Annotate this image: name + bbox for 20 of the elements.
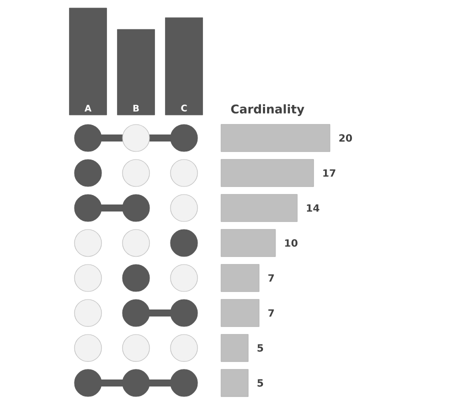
bar: [220, 299, 260, 327]
data-label: 5: [258, 344, 264, 352]
chart-title: Cardinality: [231, 104, 304, 116]
data-label: 5: [258, 379, 264, 387]
data-label: 17: [323, 169, 336, 177]
data-label: 20: [339, 134, 352, 142]
data-label: 7: [268, 309, 274, 317]
bar: [220, 159, 314, 187]
bar: [220, 229, 276, 257]
data-label: 10: [285, 239, 298, 247]
data-label: 14: [306, 204, 320, 212]
x-tick-label: A: [84, 104, 92, 112]
bar: [220, 124, 330, 152]
bar: [220, 194, 298, 222]
bar: [220, 264, 260, 292]
data-label: 7: [268, 274, 274, 282]
x-tick-label: B: [133, 104, 139, 112]
bar: [220, 334, 248, 362]
bar: [220, 369, 248, 397]
x-tick-label: C: [181, 104, 187, 112]
